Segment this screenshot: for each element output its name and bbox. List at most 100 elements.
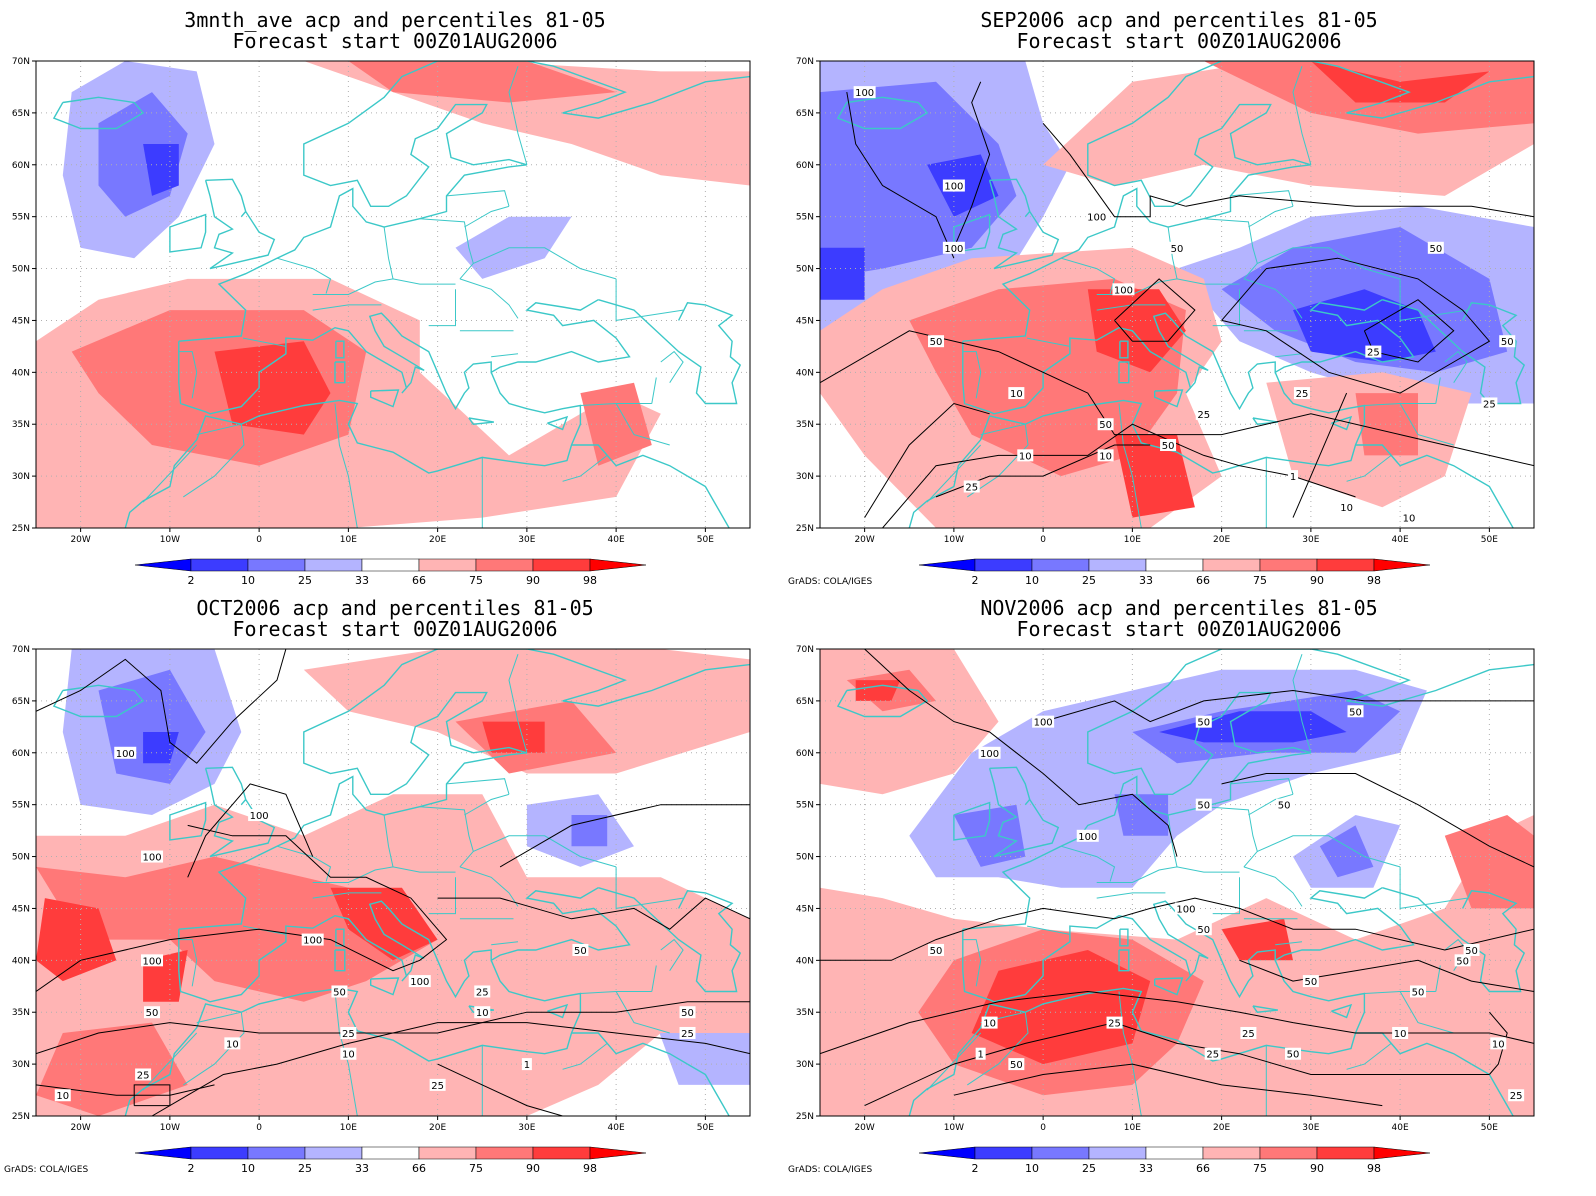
lat-tick-label: 70N	[12, 57, 30, 67]
map-panel-3mnth: 3mnth_ave acp and percentiles 81-05 Fore…	[0, 0, 790, 600]
map-panel-oct2006: OCT2006 acp and percentiles 81-05 Foreca…	[0, 588, 790, 1188]
contour-label: 100	[410, 977, 429, 988]
lat-tick-label: 50N	[12, 265, 30, 275]
country-border	[1257, 247, 1401, 280]
contour-label: 50	[930, 946, 943, 957]
contour-label-bg	[1454, 954, 1471, 967]
colorbar-swatch	[475, 558, 534, 572]
lat-tick-label: 45N	[796, 316, 814, 326]
contour-label: 50	[1278, 801, 1291, 812]
country-border	[491, 353, 519, 358]
lat-tick-label: 55N	[796, 801, 814, 811]
contour-label-bg	[1017, 449, 1034, 462]
colorbar-swatch	[1145, 558, 1204, 572]
anomaly-shading	[820, 61, 1534, 528]
contour-label: 10	[1340, 503, 1353, 514]
colorbar: 2 10 25 33 66 75 90 98	[134, 558, 647, 587]
contour-label: 50	[1010, 1060, 1023, 1071]
contour-line	[499, 804, 750, 868]
colorbar: 2 10 25 33 66 75 90 98	[918, 558, 1431, 587]
colorbar-left-arrow	[918, 1146, 976, 1160]
country-border	[183, 1011, 245, 1086]
country-border	[142, 1032, 198, 1091]
coastline	[547, 1003, 569, 1019]
colorbar-swatch	[1259, 558, 1318, 572]
shaded-region	[1114, 794, 1169, 836]
lat-tick-label: 40N	[796, 956, 814, 966]
lon-tick-label: 20E	[429, 535, 446, 545]
country-border	[1167, 226, 1178, 280]
country-border	[1435, 377, 1441, 404]
coastline	[988, 766, 1060, 858]
colorbar-right-arrow	[1373, 558, 1431, 572]
colorbar: 2 10 25 33 66 75 90 98	[918, 1146, 1431, 1175]
contour-line	[36, 1084, 215, 1096]
colorbar-tick-label: 33	[1139, 574, 1153, 587]
country-border	[562, 1043, 608, 1070]
colorbar-tick-label: 2	[972, 574, 979, 587]
colorbar-swatch	[418, 1146, 477, 1160]
lon-tick-label: 40E	[1392, 535, 1409, 545]
country-border	[562, 455, 608, 482]
country-border	[1248, 205, 1294, 228]
lat-tick-label: 50N	[796, 853, 814, 863]
coastline	[335, 340, 345, 359]
contour-label: 100	[142, 956, 161, 967]
lon-tick-label: 40E	[1392, 1123, 1409, 1133]
contour-label-bg	[340, 1026, 357, 1039]
contour-label: 50	[146, 1008, 159, 1019]
coastline	[240, 211, 247, 218]
lon-tick-label: 10E	[1124, 535, 1141, 545]
country-border	[1399, 866, 1468, 909]
map-frame	[819, 648, 1535, 1117]
lat-tick-label: 40N	[12, 368, 30, 378]
colorbar-tick-label: 75	[1253, 574, 1267, 587]
coastline	[598, 887, 742, 993]
lon-tick-label: 50E	[697, 535, 714, 545]
panel-title-line1: OCT2006 acp and percentiles 81-05	[196, 596, 594, 620]
coastline	[908, 372, 1366, 528]
country-border	[615, 278, 684, 321]
contour-label-bg	[340, 1047, 357, 1060]
contour-line	[187, 783, 314, 878]
lat-tick-label: 40N	[796, 368, 814, 378]
contour-label: 25	[681, 1029, 694, 1040]
contour-line	[953, 81, 991, 248]
colorbar: 2 10 25 33 66 75 90 98	[134, 1146, 647, 1175]
country-border	[1027, 925, 1070, 935]
country-border	[312, 866, 456, 883]
country-border	[383, 814, 394, 868]
shaded-region	[571, 815, 608, 847]
map-plot: 70N 65N 60N 55N 50N 45N 40N 35N 30N 25N 20W 10W 0 10E…	[12, 57, 751, 587]
country-border	[473, 835, 617, 868]
lon-tick-label: 10E	[340, 1123, 357, 1133]
country-border	[1167, 814, 1178, 868]
contour-line	[36, 649, 287, 764]
map-frame	[35, 648, 751, 1117]
contour-label-bg	[521, 1058, 532, 1071]
colorbar-tick-label: 66	[412, 1162, 426, 1175]
coastline	[1154, 389, 1184, 408]
country-border	[276, 845, 332, 882]
contour-line	[820, 897, 1534, 961]
contour-label: 25	[476, 987, 489, 998]
coastline	[1024, 799, 1031, 806]
contour-line	[1239, 959, 1534, 992]
contour-label: 50	[1197, 925, 1210, 936]
country-border	[1212, 289, 1240, 327]
contour-label: 100	[1078, 832, 1097, 843]
lat-tick-label: 50N	[796, 265, 814, 275]
colorbar-tick-label: 66	[1196, 574, 1210, 587]
contour-label-bg	[942, 179, 965, 192]
country-border	[967, 423, 1029, 498]
contour-line	[1292, 392, 1348, 518]
country-border	[962, 351, 982, 399]
contour-label: 100	[1034, 718, 1053, 729]
contour-label: 25	[965, 482, 978, 493]
lat-tick-label: 35N	[796, 420, 814, 430]
country-border	[1118, 991, 1142, 1116]
lon-tick-label: 10W	[944, 535, 964, 545]
contour-label-bg	[429, 1078, 446, 1091]
lat-tick-label: 55N	[796, 213, 814, 223]
